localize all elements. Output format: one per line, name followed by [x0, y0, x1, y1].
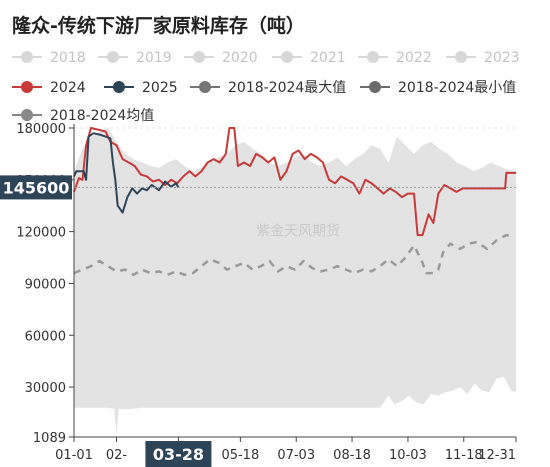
legend-label: 2023	[484, 50, 520, 66]
legend-label: 2018-2024最大值	[228, 80, 346, 96]
legend-label: 2018	[50, 50, 86, 66]
legend-label: 2021	[310, 50, 346, 66]
legend-marker	[21, 81, 33, 93]
legend-marker	[193, 51, 205, 63]
y-tick-label: 60000	[25, 329, 66, 344]
legend-marker	[367, 51, 379, 63]
series-layer	[73, 127, 516, 277]
x-tick-label: 01-01	[55, 448, 93, 463]
crosshair: 145600 03-28	[0, 175, 516, 467]
crosshair-x-badge	[145, 441, 212, 467]
legend-item: 2023	[446, 50, 520, 66]
legend-marker	[21, 51, 33, 63]
x-tick-label: 12-31	[478, 448, 516, 463]
x-tick-label: 07-03	[277, 448, 315, 463]
legend-label: 2022	[396, 50, 432, 66]
y-tick-label: 90000	[25, 277, 66, 292]
legend-item: 2022	[358, 50, 432, 66]
crosshair-y-label: 145600	[3, 178, 70, 197]
y-tick-label: 1089	[33, 431, 66, 446]
crosshair-x-label: 03-28	[153, 445, 204, 464]
x-tick-label: 05-18	[221, 448, 259, 463]
legend-item: 2021	[272, 50, 346, 66]
legend-item: 2018-2024最小值	[360, 80, 516, 96]
range-band-layer	[74, 128, 516, 434]
x-tick-label: 11-18	[445, 448, 483, 463]
chart-title: 隆众-传统下游厂家原料库存（吨）	[12, 14, 305, 37]
legend: 2018 2019 2020 2021 2022 2023 2024 2025 2018-202…	[12, 50, 520, 124]
legend-label: 2018-2024均值	[50, 108, 154, 124]
legend-marker	[199, 81, 211, 93]
x-tick-label: 08-18	[333, 448, 371, 463]
legend-label: 2019	[136, 50, 172, 66]
legend-marker	[455, 51, 467, 63]
legend-label: 2020	[222, 50, 258, 66]
x-tick-label: 02-	[106, 448, 128, 463]
y-tick-label: 30000	[25, 381, 66, 396]
series-line-2025	[73, 132, 180, 214]
axes	[73, 124, 516, 438]
watermark: 紫金天风期货	[256, 223, 340, 240]
legend-label: 2025	[142, 80, 178, 96]
legend-item: 2019	[98, 50, 172, 66]
legend-label: 2018-2024最小值	[398, 80, 516, 96]
legend-item: 2018-2024最大值	[190, 80, 346, 96]
min-max-band	[74, 128, 516, 434]
series-line-2018-2024均值	[73, 233, 514, 277]
series-line-2024	[73, 127, 516, 237]
plot-area: 紫金天风期货 108930000600009000012000015000018…	[0, 122, 517, 467]
legend-marker	[21, 109, 33, 121]
x-tick-label: 10-03	[389, 448, 427, 463]
legend-marker	[113, 81, 125, 93]
legend-item: 2018	[12, 50, 86, 66]
legend-item: 2018-2024均值	[12, 108, 154, 124]
y-tick-label: 180000	[16, 122, 66, 137]
legend-item: 2024	[12, 80, 86, 96]
legend-marker	[369, 81, 381, 93]
legend-marker	[281, 51, 293, 63]
legend-item: 2020	[184, 50, 258, 66]
legend-item: 2025	[104, 80, 178, 96]
legend-label: 2024	[50, 80, 86, 96]
y-tick-label: 120000	[16, 226, 66, 241]
legend-marker	[107, 51, 119, 63]
crosshair-y-badge	[0, 175, 72, 200]
